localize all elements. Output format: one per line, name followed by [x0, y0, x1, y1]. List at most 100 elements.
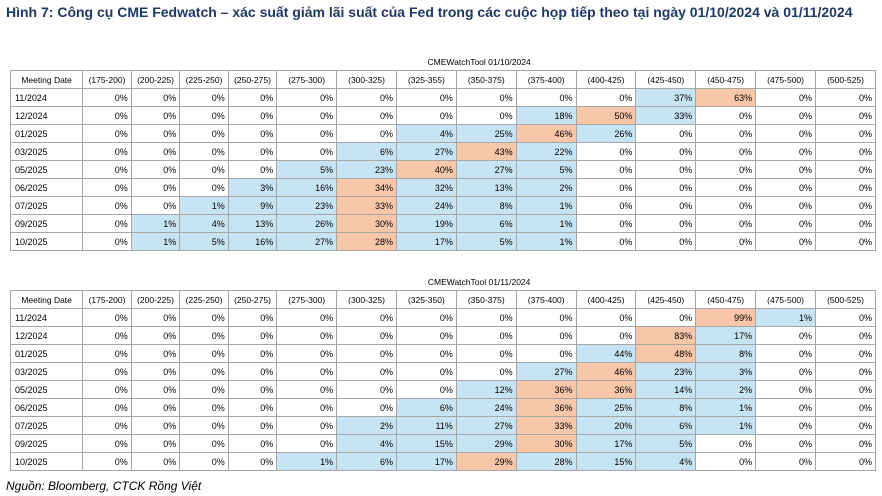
column-header: (225-250): [179, 70, 229, 89]
probability-cell: 0%: [276, 308, 338, 327]
probability-cell: 0%: [695, 214, 757, 233]
probability-cell: 1%: [276, 452, 338, 471]
probability-cell: 0%: [130, 196, 181, 215]
probability-cell: 0%: [130, 452, 181, 471]
probability-cell: 0%: [395, 106, 457, 125]
probability-cell: 8%: [635, 398, 697, 417]
column-header: (350-375): [455, 70, 517, 89]
source-note: Nguồn: Bloomberg, CTCK Rồng Việt: [6, 479, 202, 493]
probability-cell: 0%: [82, 142, 132, 161]
probability-cell: 0%: [695, 232, 757, 251]
probability-cell: 0%: [227, 344, 278, 363]
column-header: (275-300): [276, 290, 338, 309]
probability-cell: 0%: [336, 362, 397, 381]
meeting-date: 03/2025: [9, 362, 84, 381]
column-header: (325-355): [395, 70, 457, 89]
probability-cell: 17%: [395, 452, 457, 471]
probability-cell: 0%: [130, 344, 181, 363]
probability-cell: 0%: [130, 398, 181, 417]
probability-cell: 0%: [575, 308, 637, 327]
probability-cell: 0%: [336, 380, 397, 399]
probability-cell: 27%: [515, 362, 577, 381]
probability-cell: 30%: [515, 434, 577, 453]
table-row: 03/2025 0% 0% 0% 0% 0% 0% 0% 0% 27% 46% 23% 3% 0% 0%: [9, 362, 877, 381]
probability-cell: 0%: [276, 88, 338, 107]
fedwatch-table-nov: CMEWatchTool 01/11/2024 Meeting Date (175-…: [9, 273, 877, 471]
probability-cell: 0%: [227, 326, 278, 345]
probability-cell: 4%: [635, 452, 697, 471]
probability-cell: 0%: [179, 88, 229, 107]
probability-cell: 6%: [336, 142, 397, 161]
probability-cell: 0%: [82, 416, 132, 435]
probability-cell: 22%: [515, 142, 577, 161]
probability-cell: 0%: [179, 326, 229, 345]
probability-cell: 27%: [455, 416, 517, 435]
probability-cell: 0%: [814, 106, 877, 125]
probability-cell: 33%: [336, 196, 397, 215]
probability-cell: 0%: [814, 124, 877, 143]
probability-cell: 25%: [575, 398, 637, 417]
probability-cell: 6%: [455, 214, 517, 233]
probability-cell: 0%: [82, 434, 132, 453]
probability-cell: 23%: [276, 196, 338, 215]
probability-cell: 0%: [575, 196, 637, 215]
probability-cell: 0%: [814, 88, 877, 107]
probability-cell: 0%: [515, 88, 577, 107]
probability-cell: 0%: [695, 196, 757, 215]
probability-cell: 0%: [179, 452, 229, 471]
table-row: 05/2025 0% 0% 0% 0% 0% 0% 0% 12% 36% 36% 14% 2% 0% 0%: [9, 380, 877, 399]
probability-cell: 0%: [227, 452, 278, 471]
fedwatch-table-oct: CMEWatchTool 01/10/2024 Meeting Date (175-…: [9, 53, 877, 251]
probability-cell: 0%: [515, 326, 577, 345]
column-header: (500-525): [814, 290, 877, 309]
probability-cell: 0%: [814, 232, 877, 251]
probability-cell: 37%: [635, 88, 697, 107]
table-row: 11/2024 0% 0% 0% 0% 0% 0% 0% 0% 0% 0% 0% 99% 1% 0%: [9, 308, 877, 327]
probability-cell: 0%: [575, 214, 637, 233]
header-row: Meeting Date (175-200) (200-225) (225-250)(…: [9, 70, 877, 89]
meeting-date: 05/2025: [9, 160, 84, 179]
column-header: (350-375): [455, 290, 517, 309]
probability-cell: 26%: [276, 214, 338, 233]
column-header: (250-275): [227, 70, 278, 89]
probability-cell: 29%: [455, 434, 517, 453]
probability-cell: 0%: [814, 344, 877, 363]
probability-cell: 0%: [755, 416, 816, 435]
probability-cell: 0%: [276, 380, 338, 399]
table-row: 09/2025 0% 0% 0% 0% 0% 4% 15% 29% 30% 17% 5% 0% 0% 0%: [9, 434, 877, 453]
probability-cell: 0%: [695, 452, 757, 471]
meeting-date: 11/2024: [9, 88, 84, 107]
probability-cell: 63%: [695, 88, 757, 107]
table-row: 03/2025 0% 0% 0% 0% 0% 6% 27% 43% 22% 0% 0% 0% 0% 0%: [9, 142, 877, 161]
column-header: (250-275): [227, 290, 278, 309]
probability-cell: 0%: [814, 434, 877, 453]
probability-cell: 27%: [395, 142, 457, 161]
table-row: 11/2024 0% 0% 0% 0% 0% 0% 0% 0% 0% 0% 37% 63% 0% 0%: [9, 88, 877, 107]
probability-cell: 0%: [82, 398, 132, 417]
column-header: (400-425): [575, 290, 637, 309]
probability-cell: 0%: [82, 308, 132, 327]
table-row: 10/2025 0% 1% 5% 16% 27% 28% 17% 5% 1% 0% 0% 0% 0% 0%: [9, 232, 877, 251]
probability-cell: 0%: [635, 160, 697, 179]
probability-cell: 0%: [179, 398, 229, 417]
probability-cell: 6%: [635, 416, 697, 435]
probability-cell: 0%: [130, 326, 181, 345]
probability-cell: 0%: [82, 326, 132, 345]
probability-cell: 4%: [179, 214, 229, 233]
probability-cell: 30%: [336, 214, 397, 233]
probability-cell: 0%: [130, 142, 181, 161]
probability-cell: 33%: [635, 106, 697, 125]
probability-cell: 0%: [755, 344, 816, 363]
meeting-date: 07/2025: [9, 196, 84, 215]
probability-cell: 0%: [276, 362, 338, 381]
header-row: Meeting Date (175-200) (200-225) (225-250)(…: [9, 290, 877, 309]
probability-cell: 0%: [395, 362, 457, 381]
probability-cell: 5%: [455, 232, 517, 251]
probability-cell: 0%: [814, 196, 877, 215]
probability-cell: 0%: [130, 124, 181, 143]
table-row: 10/2025 0% 0% 0% 0% 1% 6% 17% 29% 28% 15% 4% 0% 0% 0%: [9, 452, 877, 471]
probability-cell: 1%: [695, 416, 757, 435]
probability-cell: 0%: [336, 308, 397, 327]
probability-cell: 0%: [755, 434, 816, 453]
probability-cell: 43%: [455, 142, 517, 161]
